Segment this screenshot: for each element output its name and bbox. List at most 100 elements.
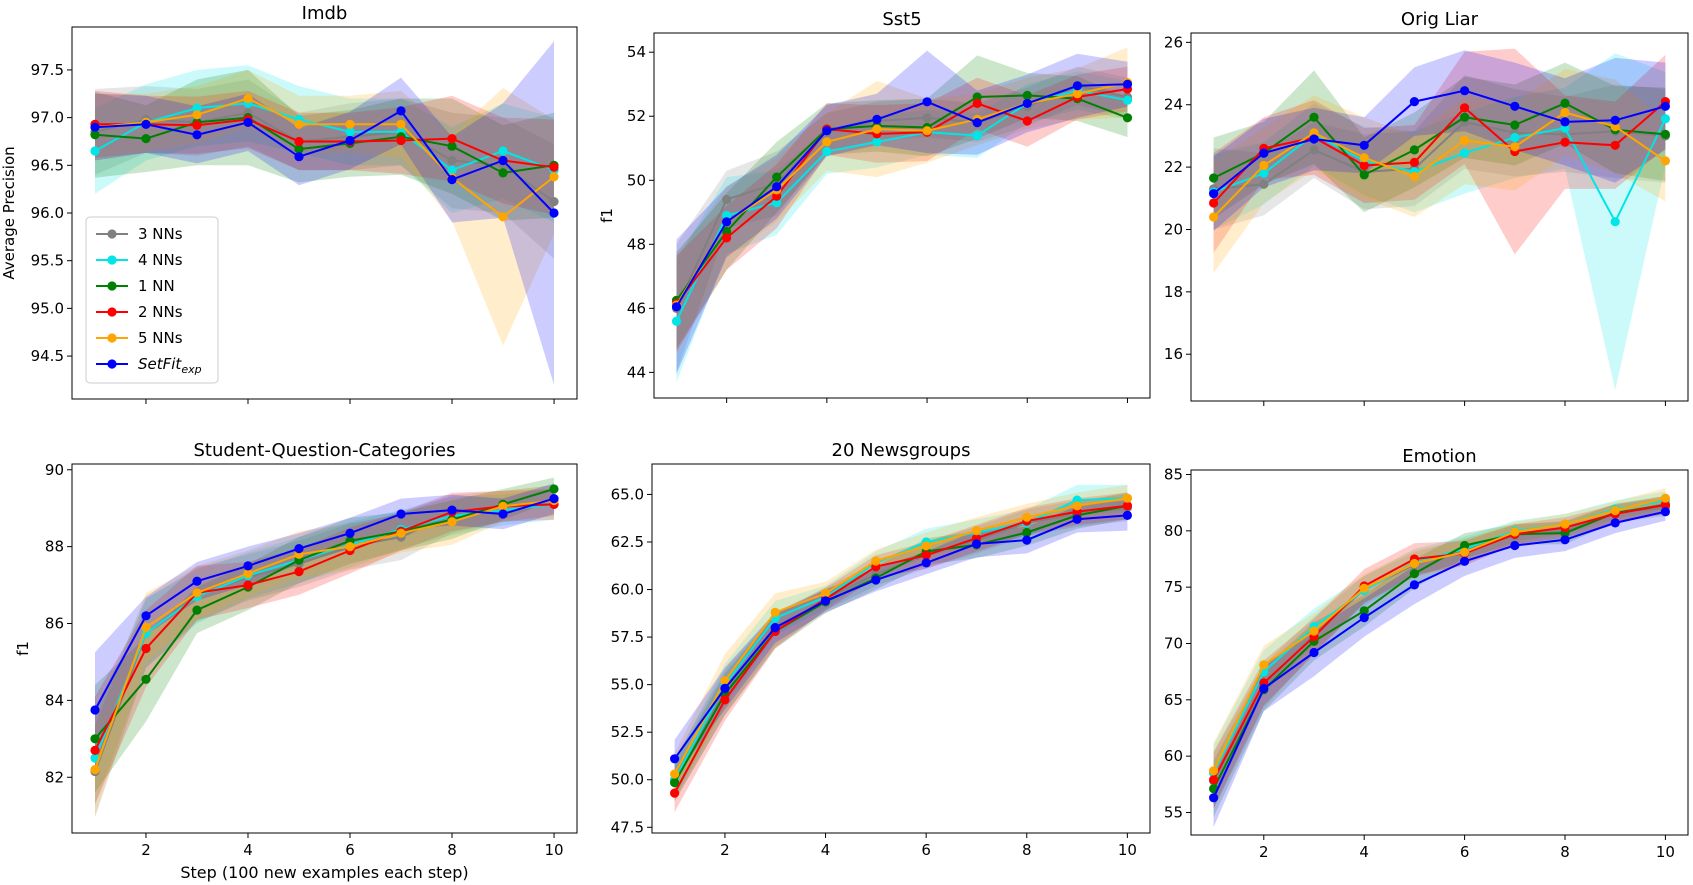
point-setfit-8 — [1560, 117, 1570, 127]
point-nn4-2 — [1259, 168, 1269, 178]
point-nn5-8 — [1560, 519, 1570, 529]
point-nn2-1 — [90, 745, 100, 756]
point-nn5-9 — [1072, 501, 1082, 511]
y-tick-label: 94.5 — [31, 347, 64, 365]
point-setfit-8 — [447, 175, 457, 185]
band-setfit — [1213, 502, 1666, 828]
point-nn2-3 — [192, 120, 202, 130]
plot-frame — [1190, 32, 1689, 402]
point-nn5-6 — [921, 541, 931, 551]
series-line-nn2 — [94, 503, 555, 751]
point-setfit-9 — [1072, 81, 1082, 91]
y-tick-label: 95.5 — [31, 252, 64, 270]
plot-frame — [651, 463, 1151, 834]
series-line-nn5 — [1212, 111, 1666, 218]
point-nn2-7 — [972, 98, 982, 108]
series-line-setfit — [94, 497, 555, 711]
point-setfit-2 — [722, 217, 732, 227]
point-nn1-8 — [447, 141, 457, 151]
point-setfit-4 — [822, 126, 832, 136]
point-nn2-10 — [1660, 500, 1670, 510]
series-line-nn5 — [673, 497, 1128, 775]
point-nn3-2 — [1259, 179, 1269, 189]
point-nn5-9 — [498, 212, 508, 222]
band-nn1 — [1213, 62, 1666, 219]
legend-label-nn3: 3 NNs — [138, 225, 183, 243]
series-line-nn1 — [673, 504, 1128, 784]
point-nn1-4 — [1359, 170, 1369, 180]
y-tick-label: 55 — [1164, 803, 1183, 821]
point-setfit-7 — [396, 106, 406, 116]
y-tick-label: 97.0 — [31, 109, 64, 127]
x-tick-label: 6 — [345, 841, 355, 859]
point-nn1-7 — [1510, 120, 1520, 130]
point-setfit-3 — [772, 182, 782, 192]
panel-title: Imdb — [302, 3, 348, 24]
point-setfit-10 — [549, 494, 559, 504]
point-nn4-10 — [1122, 95, 1133, 105]
point-nn5-7 — [1510, 142, 1520, 152]
point-nn5-4 — [1359, 153, 1369, 163]
series-line-nn1 — [1212, 503, 1666, 790]
legend-marker-nn5 — [107, 333, 117, 343]
x-tick-label: 8 — [447, 841, 457, 859]
y-tick-label: 70 — [1164, 634, 1183, 652]
series-line-nn2 — [1212, 100, 1667, 204]
point-nn1-2 — [722, 226, 732, 237]
point-nn5-1 — [1209, 766, 1219, 776]
point-setfit-5 — [871, 575, 881, 585]
series-line-nn2 — [1212, 503, 1666, 781]
point-setfit-10 — [1122, 79, 1133, 89]
legend-label-nn2: 2 NNs — [138, 303, 183, 321]
point-nn5-3 — [1309, 626, 1319, 636]
point-setfit-8 — [1022, 535, 1032, 545]
point-nn1-1 — [670, 778, 680, 788]
point-nn5-4 — [820, 588, 831, 598]
point-nn5-7 — [396, 119, 406, 129]
legend-marker-nn2 — [107, 307, 117, 317]
point-setfit-9 — [498, 155, 508, 166]
y-tick-label: 60.0 — [611, 581, 644, 599]
point-nn5-2 — [1259, 660, 1269, 670]
point-nn5-4 — [822, 137, 832, 147]
y-tick-label: 60 — [1164, 747, 1183, 765]
y-tick-label: 52.5 — [611, 723, 644, 741]
point-nn5-7 — [971, 526, 982, 536]
point-nn5-2 — [720, 676, 730, 686]
y-tick-label: 65.0 — [611, 485, 644, 503]
y-tick-label: 85 — [1164, 466, 1183, 484]
point-setfit-5 — [1409, 580, 1419, 590]
y-tick-label: 22 — [1164, 158, 1183, 176]
point-nn5-10 — [1660, 156, 1670, 166]
x-tick-label: 2 — [720, 841, 730, 859]
point-nn5-9 — [1610, 122, 1620, 132]
point-nn1-6 — [1460, 540, 1470, 551]
point-nn3-8 — [447, 155, 457, 166]
y-tick-label: 90 — [45, 461, 64, 479]
series-line-setfit — [1212, 89, 1666, 195]
point-nn1-1 — [90, 734, 100, 744]
point-nn5-6 — [1460, 136, 1470, 146]
point-nn5-2 — [1259, 160, 1269, 171]
point-nn4-7 — [972, 130, 982, 141]
x-tick-label: 2 — [141, 841, 151, 859]
series-line-nn2 — [675, 88, 1128, 305]
band-nn2 — [674, 492, 1128, 813]
point-setfit-8 — [1022, 98, 1032, 108]
y-tick-label: 62.5 — [611, 533, 644, 551]
point-setfit-10 — [549, 208, 559, 218]
point-nn2-1 — [1209, 775, 1219, 785]
point-nn1-5 — [1409, 145, 1419, 155]
point-setfit-5 — [294, 152, 304, 162]
x-tick-label: 10 — [1656, 843, 1675, 861]
series-line-nn3 — [1213, 120, 1666, 190]
legend-marker-nn1 — [107, 281, 117, 291]
series-line-nn4 — [1213, 118, 1667, 224]
y-tick-label: 48 — [627, 235, 646, 253]
point-nn3-3 — [1309, 145, 1319, 155]
panel-title: Student-Question-Categories — [193, 440, 455, 461]
point-nn3-10 — [549, 197, 559, 207]
chart-panel-4: 2 4 6 8 10 82 84 86 88 90 Student-Question-Categor… — [14, 440, 578, 882]
point-nn1-1 — [1209, 173, 1219, 183]
